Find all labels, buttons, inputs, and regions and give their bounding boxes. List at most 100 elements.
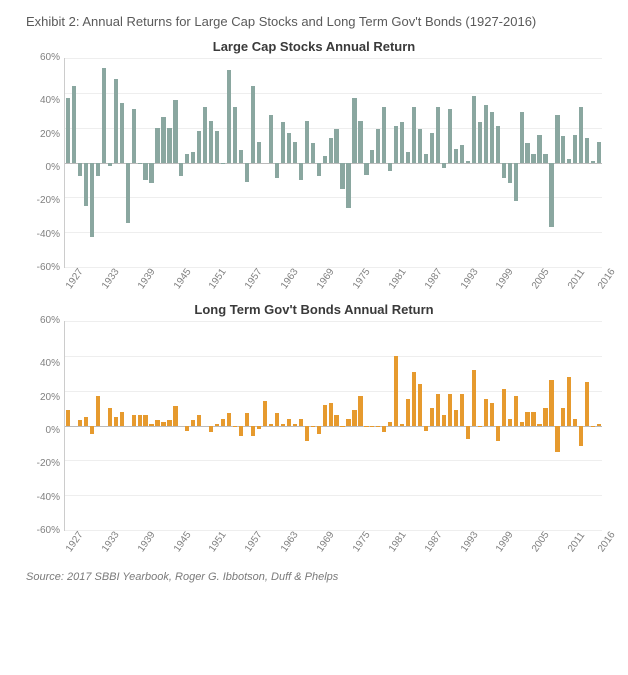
bar <box>197 415 201 425</box>
x-tick: 1951 <box>207 267 229 292</box>
y-tick: 60% <box>40 53 60 63</box>
bar <box>287 133 291 163</box>
bar <box>340 426 344 428</box>
x-tick: 1987 <box>423 267 445 292</box>
x-tick: 1969 <box>315 267 337 292</box>
bar <box>275 413 279 425</box>
bar <box>221 419 225 426</box>
bar <box>120 103 124 162</box>
bar <box>317 163 321 177</box>
bar <box>132 109 136 163</box>
bar <box>66 98 70 162</box>
bar <box>472 370 476 426</box>
bar <box>502 389 506 426</box>
bar <box>591 426 595 428</box>
bar <box>90 426 94 435</box>
bar <box>138 163 142 165</box>
bar <box>406 152 410 162</box>
bar <box>514 396 518 426</box>
x-tick: 1951 <box>207 530 229 555</box>
bar <box>478 122 482 162</box>
bar <box>257 426 261 429</box>
bar <box>305 426 309 442</box>
exhibit-title: Exhibit 2: Annual Returns for Large Cap … <box>26 14 602 29</box>
bar <box>96 396 100 426</box>
chart-0: Large Cap Stocks Annual Return60%40%20%0… <box>26 39 602 302</box>
bar <box>269 424 273 426</box>
bar <box>340 163 344 189</box>
bar <box>376 426 380 428</box>
y-tick: 60% <box>40 316 60 326</box>
bar <box>514 163 518 201</box>
bar <box>149 424 153 426</box>
bar <box>257 142 261 163</box>
bar <box>543 154 547 163</box>
bar <box>364 426 368 428</box>
bar <box>454 410 458 426</box>
bar <box>543 408 547 425</box>
bar <box>245 163 249 182</box>
x-tick: 1957 <box>243 267 265 292</box>
y-tick: 0% <box>46 163 60 173</box>
bar <box>185 426 189 431</box>
bar <box>275 163 279 179</box>
bar <box>299 163 303 180</box>
bar <box>66 410 70 426</box>
x-tick: 1939 <box>136 530 158 555</box>
x-axis: 1927193319391945195119571963196919751981… <box>64 268 602 302</box>
bar <box>149 163 153 184</box>
x-tick: 1969 <box>315 530 337 555</box>
bar <box>227 70 231 162</box>
bar <box>442 163 446 168</box>
bar <box>364 163 368 175</box>
bar <box>478 426 482 428</box>
bar <box>334 129 338 162</box>
x-axis: 1927193319391945195119571963196919751981… <box>64 531 602 565</box>
source-note: Source: 2017 SBBI Yearbook, Roger G. Ibb… <box>26 571 602 583</box>
bar <box>531 154 535 163</box>
bar <box>448 394 452 425</box>
bar <box>525 412 529 426</box>
bar <box>358 121 362 163</box>
bar <box>251 86 255 163</box>
x-tick: 1993 <box>458 267 480 292</box>
bar <box>520 112 524 163</box>
chart-1: Long Term Gov't Bonds Annual Return60%40… <box>26 302 602 565</box>
bar <box>287 419 291 426</box>
bar <box>561 136 565 162</box>
bar <box>346 163 350 208</box>
bar <box>209 121 213 163</box>
bar <box>102 68 106 162</box>
bar <box>460 394 464 425</box>
y-tick: -40% <box>37 230 60 240</box>
bar <box>269 115 273 162</box>
bar <box>84 163 88 207</box>
y-axis: 60%40%20%0%-20%-40%-60% <box>26 321 64 531</box>
bar <box>299 419 303 426</box>
bar <box>167 420 171 425</box>
bar <box>305 121 309 163</box>
bar <box>281 424 285 426</box>
bar <box>484 105 488 162</box>
bar <box>418 384 422 426</box>
bar <box>466 161 470 163</box>
bar <box>442 415 446 425</box>
bar <box>388 422 392 425</box>
bar <box>323 405 327 426</box>
bar <box>549 380 553 425</box>
bar <box>537 424 541 426</box>
bar <box>161 422 165 425</box>
bar <box>293 424 297 426</box>
bar <box>90 163 94 238</box>
bar <box>126 163 130 224</box>
bar <box>329 138 333 162</box>
bar <box>72 86 76 163</box>
y-tick: 20% <box>40 130 60 140</box>
bar-slot <box>596 321 602 530</box>
bar <box>197 131 201 162</box>
x-tick: 1963 <box>279 530 301 555</box>
y-axis: 60%40%20%0%-20%-40%-60% <box>26 58 64 268</box>
bar <box>585 138 589 162</box>
bar <box>203 107 207 163</box>
bar <box>155 128 159 163</box>
